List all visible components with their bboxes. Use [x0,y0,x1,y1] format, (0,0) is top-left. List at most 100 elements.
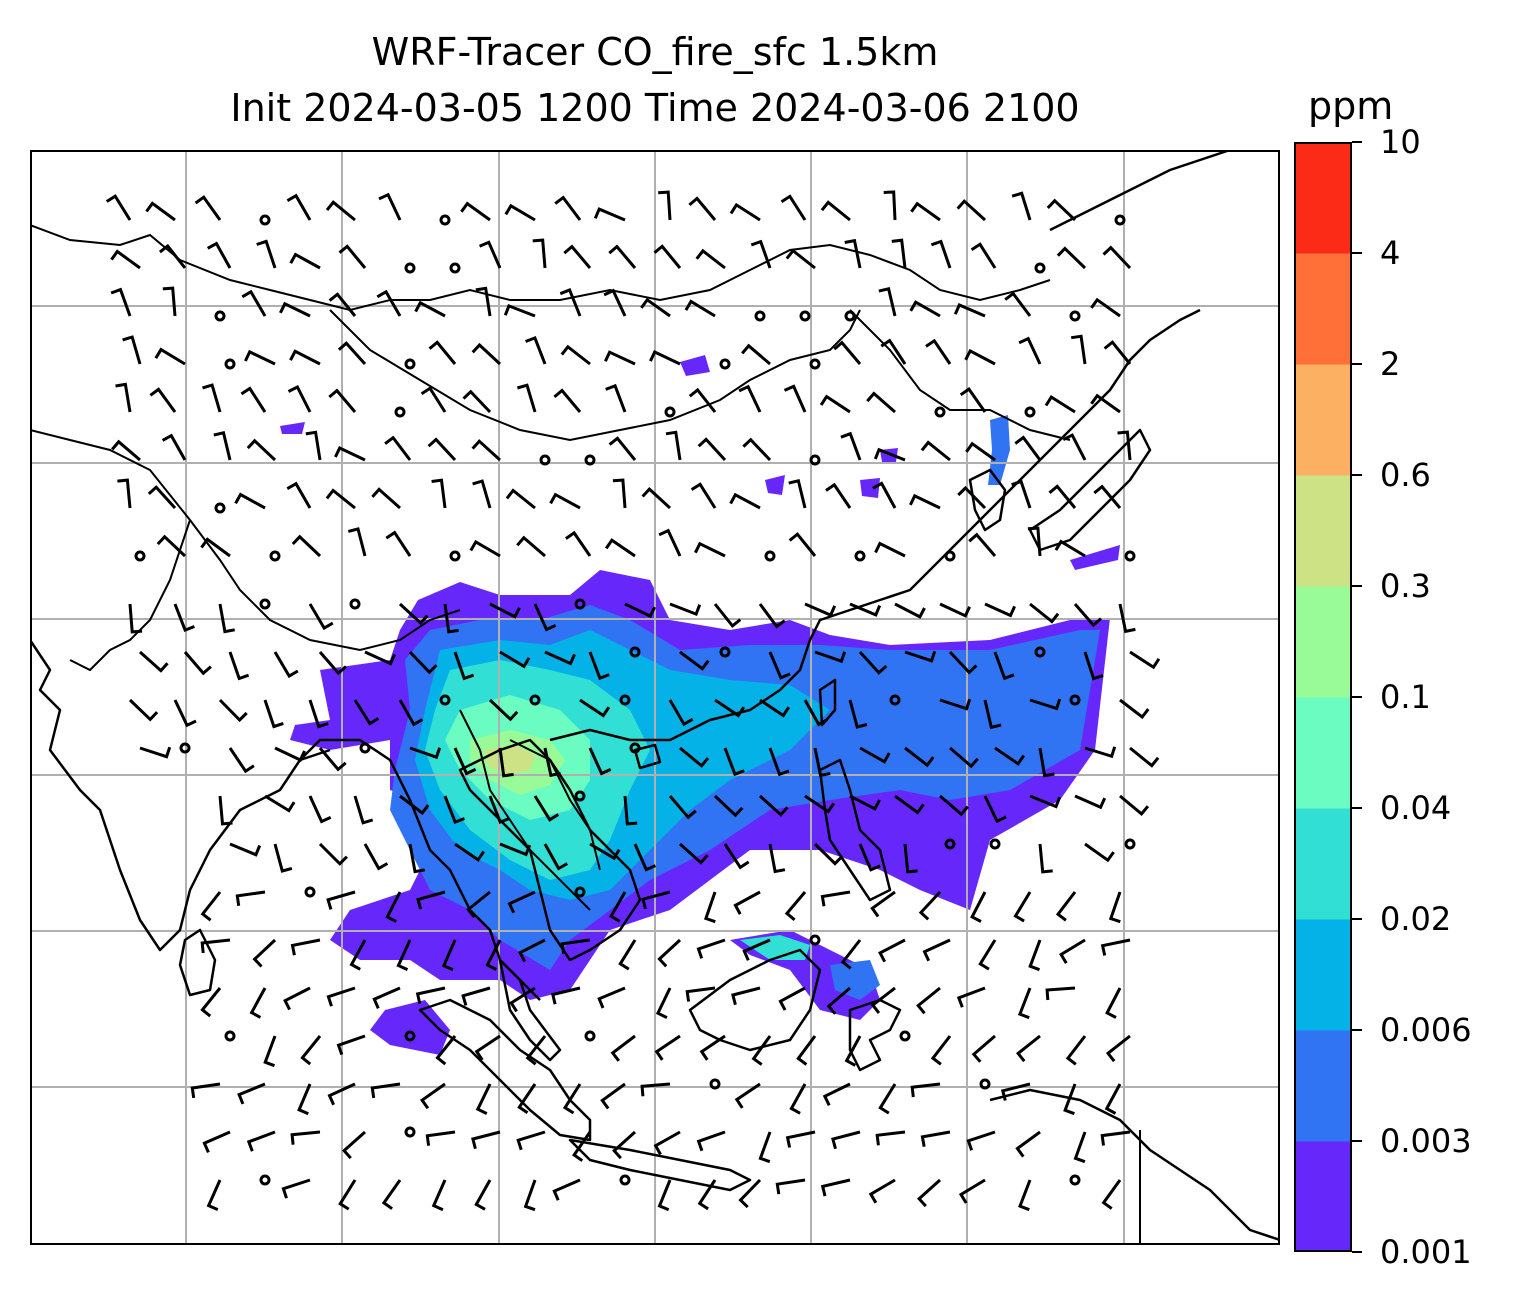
wind-barb [750,239,772,269]
wind-barb [1015,1034,1041,1063]
wind-barb [1029,794,1062,809]
wind-barb [910,1082,941,1098]
wind-barb [949,746,979,769]
wind-barb [1048,484,1077,509]
wind-barb [273,843,293,873]
wind-barb [1100,938,1131,956]
calm-wind-marker [439,214,451,226]
wind-barb [825,482,852,509]
wind-barb [533,603,557,632]
wind-barb [697,437,727,462]
wind-barb [768,747,790,777]
wind-barb [416,890,446,910]
wind-barb [111,439,141,462]
wind-barb [286,481,312,509]
wind-barb [653,244,682,269]
border-mongolia [329,309,861,442]
wind-barb [554,195,582,221]
wind-barb [641,486,672,510]
wind-barb [965,441,996,462]
plume-level-1-south [370,1000,450,1055]
wind-barb [525,1035,547,1066]
calm-wind-marker [979,1078,991,1090]
wind-barb [194,195,222,221]
wind-barb [246,438,277,462]
wind-barb [338,1179,357,1211]
wind-barb [1029,602,1060,624]
calm-wind-marker [619,694,631,706]
coast-sulawesi [848,998,902,1072]
wind-barb [785,248,816,270]
wind-barb [308,603,334,631]
wind-barb [775,1178,806,1195]
wind-barb [624,602,656,619]
wind-barb [518,938,546,963]
colorbar-tick-mark [1352,363,1362,365]
wind-barb [517,1083,537,1115]
colorbar-band [1294,1030,1352,1142]
wind-barb [1054,539,1086,558]
wind-barb [723,747,745,777]
wind-barb [363,843,389,871]
colorbar-tick-mark [1352,696,1362,698]
wind-barb [849,794,881,811]
wind-barb [326,986,356,1007]
wind-barb [565,530,592,557]
wind-barb [784,891,807,921]
wind-barb [819,394,851,414]
wind-barb [783,384,807,413]
wind-barb [498,747,514,778]
wind-barb [844,1035,862,1067]
wind-barb [1090,297,1121,318]
wind-barb [878,286,897,317]
calm-wind-marker [394,406,406,418]
calm-wind-marker [449,262,461,274]
wind-barb [1038,843,1053,874]
calm-wind-marker [629,742,641,754]
coast-borneo [688,948,822,1052]
wind-barb [533,795,560,822]
wind-barb [213,430,232,461]
wind-barb [509,986,536,1013]
calm-wind-marker [259,1174,271,1186]
colorbar-band [1294,586,1352,698]
colorbar-tick-label: 0.003 [1380,1122,1472,1160]
wind-barb [930,239,952,269]
calm-wind-marker [179,742,191,754]
wind-barb [341,1130,366,1160]
wind-barb [273,651,299,679]
wind-barb [485,939,502,971]
wind-barb [623,795,638,826]
wind-barb [158,243,187,269]
wind-barb [228,651,250,681]
colorbar-band [1294,142,1352,254]
wind-barb [640,297,671,318]
colorbar-tick-label: 4 [1380,234,1401,272]
wind-barb [200,537,231,558]
wind-barb [543,747,561,778]
wind-barb [768,651,791,680]
wind-barb [475,286,492,317]
wind-barb [930,1035,952,1066]
wind-barb [971,1034,996,1063]
wind-barb [610,1034,636,1062]
wind-barb [443,603,459,634]
wind-barb [813,747,831,778]
calm-wind-marker [134,550,146,562]
wind-barb [814,650,847,664]
wind-barb [694,541,726,558]
wind-barb [263,699,284,729]
wind-barb [353,699,380,726]
wind-barb [408,650,438,675]
wind-barb [337,341,367,366]
calm-wind-marker [709,1078,721,1090]
wind-barb [499,650,531,669]
plume-patch-north-2 [280,422,305,434]
wind-barb [878,1083,897,1115]
calm-wind-marker [809,934,821,946]
wind-barb [904,746,935,768]
wind-barb [353,795,374,825]
wind-barb [734,1082,761,1109]
wind-barb [820,890,851,907]
wind-barb [471,1130,501,1150]
